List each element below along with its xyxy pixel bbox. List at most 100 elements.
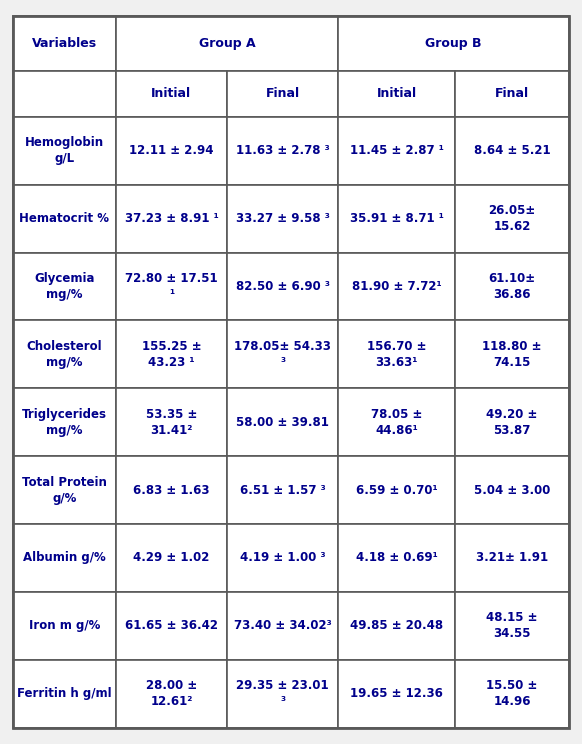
Text: Group A: Group A bbox=[198, 37, 255, 50]
Bar bbox=[455, 388, 569, 456]
Text: 156.70 ±
33.63¹: 156.70 ± 33.63¹ bbox=[367, 340, 427, 369]
Bar bbox=[338, 660, 455, 728]
Bar bbox=[227, 252, 338, 321]
Bar bbox=[227, 456, 338, 524]
Bar bbox=[455, 321, 569, 388]
Bar bbox=[116, 71, 227, 117]
Text: 28.00 ±
12.61²: 28.00 ± 12.61² bbox=[146, 679, 197, 708]
Text: Cholesterol
mg/%: Cholesterol mg/% bbox=[26, 340, 102, 369]
Bar bbox=[13, 660, 116, 728]
Bar bbox=[13, 117, 116, 185]
Text: 49.20 ±
53.87: 49.20 ± 53.87 bbox=[487, 408, 538, 437]
Text: 73.40 ± 34.02³: 73.40 ± 34.02³ bbox=[234, 619, 332, 632]
Text: 15.50 ±
14.96: 15.50 ± 14.96 bbox=[487, 679, 538, 708]
Text: 82.50 ± 6.90 ³: 82.50 ± 6.90 ³ bbox=[236, 280, 329, 293]
Bar bbox=[455, 117, 569, 185]
Bar bbox=[227, 388, 338, 456]
Bar bbox=[338, 71, 455, 117]
Text: 5.04 ± 3.00: 5.04 ± 3.00 bbox=[474, 484, 551, 496]
Text: 53.35 ±
31.41²: 53.35 ± 31.41² bbox=[146, 408, 197, 437]
Text: 61.10±
36.86: 61.10± 36.86 bbox=[489, 272, 535, 301]
Bar bbox=[116, 321, 227, 388]
Text: 35.91 ± 8.71 ¹: 35.91 ± 8.71 ¹ bbox=[350, 212, 443, 225]
Text: 8.64 ± 5.21: 8.64 ± 5.21 bbox=[474, 144, 551, 157]
Text: 118.80 ±
74.15: 118.80 ± 74.15 bbox=[482, 340, 542, 369]
Text: 58.00 ± 39.81: 58.00 ± 39.81 bbox=[236, 416, 329, 429]
Bar bbox=[338, 117, 455, 185]
Bar bbox=[455, 185, 569, 252]
Text: 11.63 ± 2.78 ³: 11.63 ± 2.78 ³ bbox=[236, 144, 329, 157]
Bar bbox=[455, 456, 569, 524]
Text: 26.05±
15.62: 26.05± 15.62 bbox=[488, 204, 536, 233]
Bar bbox=[13, 252, 116, 321]
Text: Final: Final bbox=[495, 87, 529, 100]
Text: 37.23 ± 8.91 ¹: 37.23 ± 8.91 ¹ bbox=[125, 212, 218, 225]
Bar bbox=[338, 321, 455, 388]
Bar bbox=[116, 185, 227, 252]
Text: 29.35 ± 23.01
³: 29.35 ± 23.01 ³ bbox=[236, 679, 329, 708]
Bar bbox=[338, 592, 455, 660]
Text: 78.05 ±
44.86¹: 78.05 ± 44.86¹ bbox=[371, 408, 423, 437]
Bar bbox=[13, 592, 116, 660]
Text: 48.15 ±
34.55: 48.15 ± 34.55 bbox=[487, 612, 538, 641]
Text: 81.90 ± 7.72¹: 81.90 ± 7.72¹ bbox=[352, 280, 442, 293]
Bar bbox=[227, 321, 338, 388]
Text: 49.85 ± 20.48: 49.85 ± 20.48 bbox=[350, 619, 443, 632]
Text: Iron m g/%: Iron m g/% bbox=[29, 619, 100, 632]
Text: Triglycerides
mg/%: Triglycerides mg/% bbox=[22, 408, 107, 437]
Bar bbox=[227, 185, 338, 252]
Bar bbox=[13, 321, 116, 388]
Bar bbox=[13, 456, 116, 524]
Text: 178.05± 54.33
³: 178.05± 54.33 ³ bbox=[234, 340, 331, 369]
Bar bbox=[13, 71, 116, 117]
Text: 19.65 ± 12.36: 19.65 ± 12.36 bbox=[350, 687, 443, 700]
Text: Glycemia
mg/%: Glycemia mg/% bbox=[34, 272, 94, 301]
Bar bbox=[455, 660, 569, 728]
Text: Initial: Initial bbox=[377, 87, 417, 100]
Text: 11.45 ± 2.87 ¹: 11.45 ± 2.87 ¹ bbox=[350, 144, 443, 157]
Bar bbox=[338, 524, 455, 592]
Text: 33.27 ± 9.58 ³: 33.27 ± 9.58 ³ bbox=[236, 212, 329, 225]
Bar bbox=[116, 16, 338, 71]
Text: Total Protein
g/%: Total Protein g/% bbox=[22, 475, 107, 504]
Bar bbox=[116, 524, 227, 592]
Text: 4.18 ± 0.69¹: 4.18 ± 0.69¹ bbox=[356, 551, 438, 565]
Text: 6.83 ± 1.63: 6.83 ± 1.63 bbox=[133, 484, 210, 496]
Text: 61.65 ± 36.42: 61.65 ± 36.42 bbox=[125, 619, 218, 632]
Bar bbox=[116, 456, 227, 524]
Bar bbox=[13, 185, 116, 252]
Text: 3.21± 1.91: 3.21± 1.91 bbox=[476, 551, 548, 565]
Text: 72.80 ± 17.51
¹: 72.80 ± 17.51 ¹ bbox=[125, 272, 218, 301]
Bar bbox=[227, 660, 338, 728]
Text: Ferritin h g/ml: Ferritin h g/ml bbox=[17, 687, 112, 700]
Bar bbox=[455, 592, 569, 660]
Text: 6.51 ± 1.57 ³: 6.51 ± 1.57 ³ bbox=[240, 484, 325, 496]
Text: 4.19 ± 1.00 ³: 4.19 ± 1.00 ³ bbox=[240, 551, 325, 565]
Bar bbox=[116, 660, 227, 728]
Bar bbox=[338, 185, 455, 252]
Bar bbox=[116, 592, 227, 660]
Bar bbox=[13, 388, 116, 456]
Text: Hematocrit %: Hematocrit % bbox=[19, 212, 109, 225]
Bar bbox=[227, 524, 338, 592]
Text: Initial: Initial bbox=[151, 87, 191, 100]
Bar bbox=[338, 388, 455, 456]
Bar bbox=[455, 524, 569, 592]
Bar bbox=[13, 16, 116, 71]
Bar bbox=[338, 456, 455, 524]
Text: 12.11 ± 2.94: 12.11 ± 2.94 bbox=[129, 144, 214, 157]
Text: 155.25 ±
43.23 ¹: 155.25 ± 43.23 ¹ bbox=[141, 340, 201, 369]
Text: Variables: Variables bbox=[31, 37, 97, 50]
Bar bbox=[338, 16, 569, 71]
Bar bbox=[227, 592, 338, 660]
Text: Final: Final bbox=[265, 87, 300, 100]
Text: Group B: Group B bbox=[425, 37, 482, 50]
Bar bbox=[116, 388, 227, 456]
Text: Albumin g/%: Albumin g/% bbox=[23, 551, 106, 565]
Bar bbox=[227, 71, 338, 117]
Text: 6.59 ± 0.70¹: 6.59 ± 0.70¹ bbox=[356, 484, 438, 496]
Text: 4.29 ± 1.02: 4.29 ± 1.02 bbox=[133, 551, 210, 565]
Bar bbox=[455, 71, 569, 117]
Bar bbox=[13, 524, 116, 592]
Bar bbox=[116, 117, 227, 185]
